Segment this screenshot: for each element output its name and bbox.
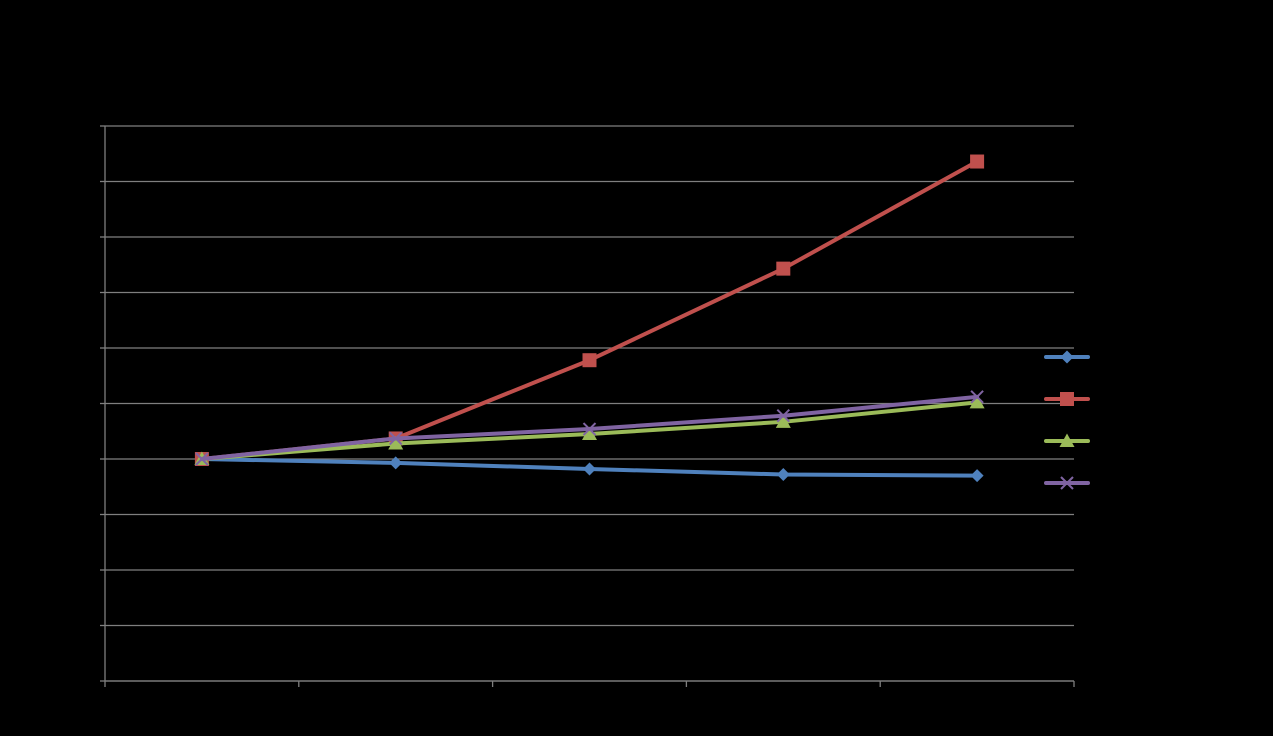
data-point-triangle bbox=[775, 414, 791, 428]
data-point-diamond bbox=[1060, 350, 1074, 364]
data-point-square bbox=[776, 261, 791, 276]
series-2 bbox=[194, 154, 985, 466]
legend-entry-2 bbox=[1044, 392, 1090, 406]
data-point-x bbox=[776, 409, 791, 423]
axes bbox=[100, 125, 1075, 687]
series-4 bbox=[195, 390, 984, 466]
data-point-x bbox=[970, 390, 984, 404]
legend-entry-4 bbox=[1044, 476, 1090, 490]
legend bbox=[1044, 350, 1090, 490]
legend-entry-3 bbox=[1044, 433, 1090, 447]
data-point-diamond bbox=[776, 468, 790, 482]
legend-entry-1 bbox=[1044, 350, 1090, 364]
series-1 bbox=[195, 452, 984, 483]
data-point-square bbox=[582, 353, 597, 368]
data-point-x bbox=[195, 452, 209, 466]
data-point-x bbox=[1060, 476, 1074, 490]
data-point-square bbox=[970, 154, 985, 169]
data-point-diamond bbox=[970, 469, 984, 483]
data-point-triangle bbox=[969, 394, 985, 409]
data-point-triangle bbox=[1059, 433, 1075, 447]
data-point-x bbox=[582, 422, 597, 436]
data-point-triangle bbox=[388, 435, 404, 450]
data-point-x bbox=[388, 431, 403, 446]
data-point-diamond bbox=[389, 456, 403, 470]
series-layer bbox=[194, 154, 985, 483]
data-point-diamond bbox=[583, 462, 596, 476]
gridlines bbox=[105, 125, 1074, 682]
data-point-triangle bbox=[582, 426, 597, 441]
data-point-square bbox=[1060, 392, 1074, 406]
